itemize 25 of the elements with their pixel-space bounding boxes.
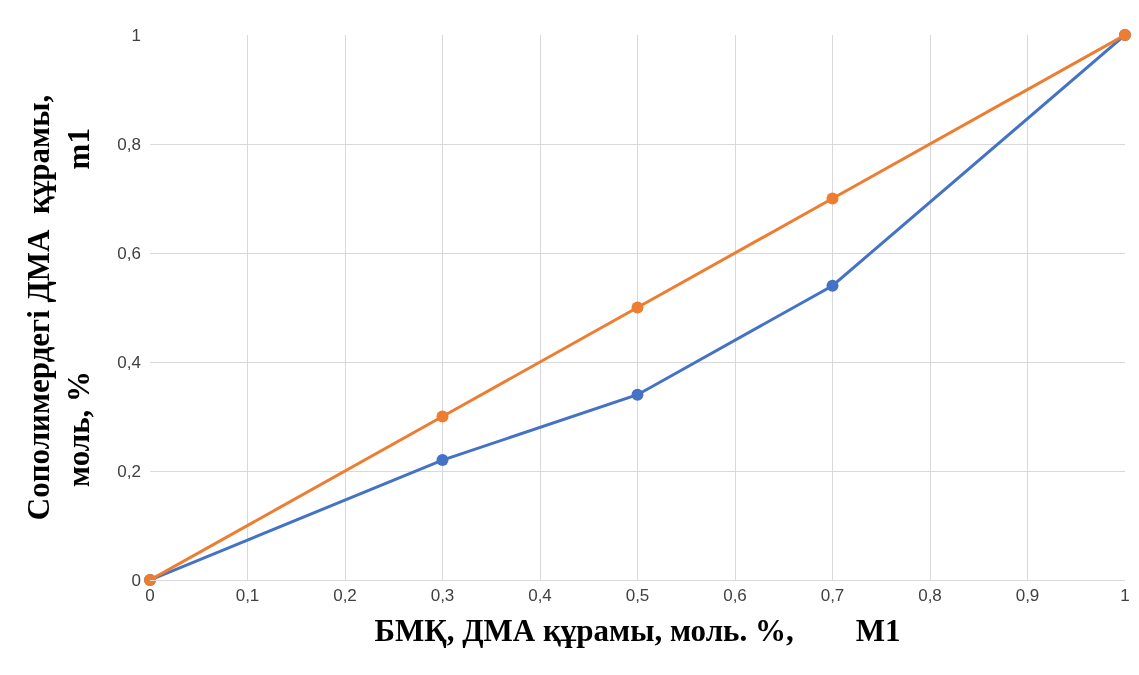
- point: [436, 410, 449, 423]
- y-tick-label: 0,4: [117, 352, 141, 372]
- point: [631, 301, 644, 314]
- x-axis-title: БМҚ, ДМА құрамы, моль. %, M1: [374, 612, 901, 648]
- x-tick-label: 0,1: [235, 586, 260, 606]
- x-tick-label: 0,5: [625, 586, 650, 606]
- y-tick-label: 0,2: [117, 461, 141, 481]
- x-tick-label: 0,6: [723, 586, 747, 606]
- point: [826, 192, 839, 205]
- y-tick-label: 0,8: [117, 134, 141, 154]
- x-tick-label: 1: [1120, 586, 1130, 606]
- x-tick-label: 0,8: [918, 586, 942, 606]
- x-tick-label: 0,2: [333, 586, 357, 606]
- y-tick-label: 0: [131, 570, 141, 590]
- x-tick-label: 0: [145, 586, 155, 606]
- x-tick-label: 0,4: [528, 586, 552, 606]
- point: [631, 388, 644, 401]
- y-tick-label: 1: [131, 25, 141, 45]
- x-tick-label: 0,7: [820, 586, 845, 606]
- point: [436, 454, 449, 467]
- x-tick-label: 0,9: [1015, 586, 1040, 606]
- x-tick-label: 0,3: [430, 586, 455, 606]
- point: [826, 279, 839, 292]
- y-axis-title: Сополимердегі ДМА құрамы, моль, % m1: [20, 94, 97, 521]
- y-tick-label: 0,6: [117, 243, 141, 263]
